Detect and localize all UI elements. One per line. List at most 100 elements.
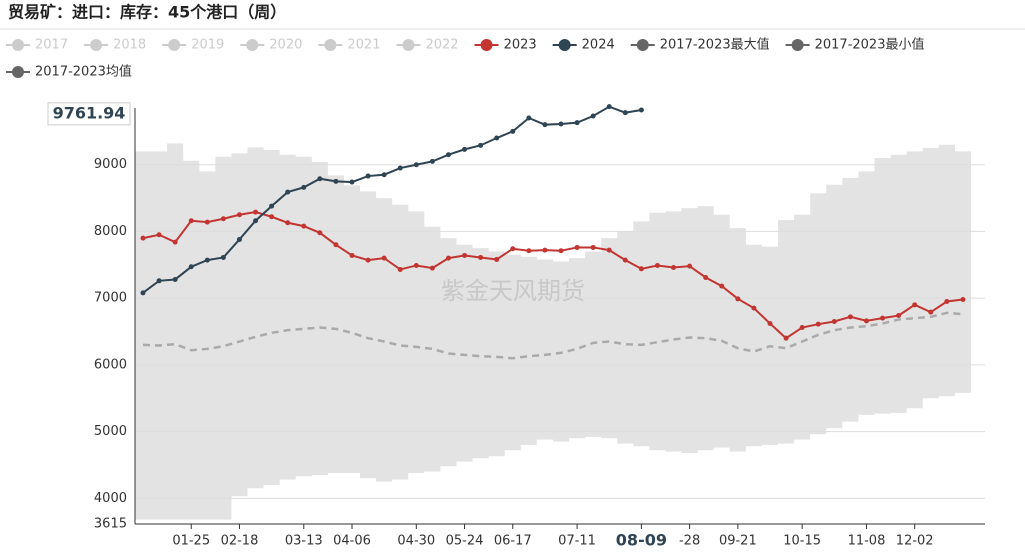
legend-item[interactable]: 2019 [162, 38, 224, 53]
data-point [253, 218, 259, 224]
legend-item[interactable]: 2017-2023最大值 [630, 37, 770, 53]
x-tick-label: 12-02 [896, 534, 934, 549]
data-point [365, 257, 371, 263]
data-point [285, 220, 291, 226]
legend-item[interactable]: 2022 [396, 38, 459, 53]
data-point [622, 110, 628, 116]
legend-item[interactable]: 2017-2023均值 [6, 64, 132, 80]
data-point [944, 298, 950, 304]
pointer-box [47, 102, 131, 126]
data-point [606, 104, 612, 110]
legend-marker [480, 39, 493, 51]
data-point [301, 184, 307, 190]
data-point [269, 214, 275, 220]
series-line [142, 311, 964, 360]
legend-marker [246, 39, 259, 51]
data-point [172, 276, 178, 282]
data-point [317, 176, 323, 182]
legend-item[interactable]: 2021 [318, 38, 380, 53]
data-point [847, 314, 853, 320]
x-tick-label: 01-25 [172, 534, 210, 549]
data-point [751, 305, 757, 311]
data-point [912, 302, 918, 308]
data-point [204, 219, 210, 225]
data-point [590, 113, 596, 119]
data-point [397, 165, 403, 171]
y-tick-label: 9000 [94, 157, 127, 172]
data-point [445, 255, 451, 261]
series-line [142, 105, 642, 294]
x-tick-label: 04-30 [397, 534, 435, 549]
data-point [172, 239, 178, 245]
legend-item[interactable]: 2017-2023最小值 [785, 37, 925, 53]
x-tick-label: 09-21 [719, 534, 757, 549]
data-point [365, 173, 371, 179]
data-point [478, 254, 484, 260]
data-point [960, 296, 966, 302]
data-point [285, 189, 291, 195]
data-point [928, 309, 934, 315]
y-tick-label: 4000 [94, 491, 127, 506]
data-point [558, 121, 564, 127]
series-line [142, 211, 964, 340]
y-tick-label: 8000 [94, 224, 127, 239]
legend-marker [791, 39, 804, 51]
legend-item[interactable]: 2018 [84, 38, 146, 53]
data-point [397, 266, 403, 272]
data-point [719, 283, 725, 289]
legend-label: 2017-2023均值 [35, 64, 132, 80]
y-tick-label: 5000 [94, 424, 127, 439]
x-tick-label: 10-15 [783, 534, 821, 549]
legend-marker [636, 39, 649, 51]
data-point [413, 162, 419, 168]
data-point [574, 120, 580, 126]
data-point [140, 235, 146, 241]
watermark: 紫金天风期货 [441, 277, 585, 305]
legend-item[interactable]: 2023 [474, 38, 537, 53]
chart-title: 贸易矿：进口：库存：45个港口（周） [8, 3, 286, 22]
legend-label: 2018 [113, 38, 146, 53]
data-point [622, 257, 628, 263]
data-point [606, 247, 612, 253]
legend-item[interactable]: 2024 [552, 38, 615, 53]
legend-label: 2022 [425, 38, 458, 53]
data-point [333, 242, 339, 248]
legend-marker [12, 66, 24, 78]
data-point [333, 178, 339, 184]
legend-item[interactable]: 2020 [240, 38, 302, 53]
x-tick-label: -28 [679, 534, 700, 549]
data-point [413, 262, 419, 268]
legend-marker [12, 39, 24, 51]
data-point [831, 319, 837, 325]
x-tick-label: 05-24 [446, 534, 484, 549]
x-tick-label: 08-09 [616, 531, 667, 550]
data-point [349, 252, 355, 258]
data-point [542, 247, 548, 253]
legend-item[interactable]: 2017 [6, 38, 68, 53]
data-point [510, 128, 516, 134]
data-point [654, 262, 660, 268]
data-point [526, 115, 532, 121]
data-point [863, 318, 869, 324]
data-point [156, 278, 162, 284]
legend-label: 2019 [191, 38, 224, 53]
legend-label: 2023 [504, 38, 537, 53]
data-point [445, 152, 451, 158]
data-point [381, 172, 387, 178]
data-point [574, 244, 580, 250]
data-point [590, 244, 596, 250]
legend-marker [402, 39, 415, 51]
legend-marker [90, 39, 103, 51]
x-tick-label: 03-13 [285, 534, 323, 549]
legend-label: 2017-2023最小值 [815, 37, 925, 53]
legend-marker [324, 39, 337, 51]
data-point [220, 216, 226, 222]
data-point [188, 218, 194, 224]
legend-label: 2017 [35, 38, 68, 53]
data-point [236, 212, 242, 218]
data-point [140, 290, 146, 296]
data-point [671, 264, 677, 270]
legend-marker [168, 39, 181, 51]
y-tick-label: 6000 [94, 357, 127, 372]
